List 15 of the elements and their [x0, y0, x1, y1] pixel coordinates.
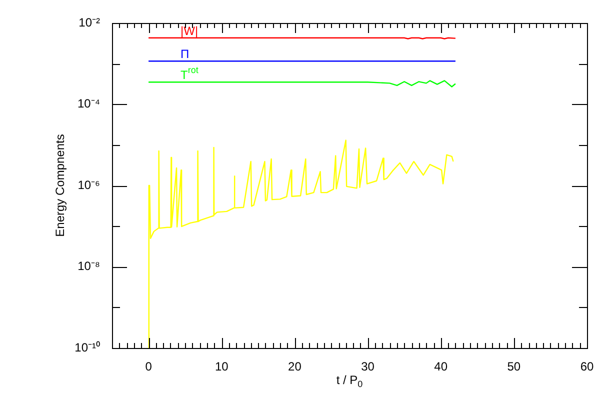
y-tick-label: 10⁻⁴	[77, 96, 100, 111]
x-tick-label: 20	[288, 360, 302, 374]
y-tick-label: 10⁻⁶	[78, 178, 100, 192]
y-tick-label: 10⁻²	[78, 15, 100, 30]
x-tick-label: 0	[145, 360, 152, 374]
x-tick-label: 30	[361, 360, 375, 374]
series-label: |W|	[180, 24, 198, 38]
y-tick-label: 10⁻⁸	[78, 259, 100, 274]
x-tick-label: 10	[214, 360, 229, 374]
x-tick-label: 50	[507, 360, 521, 374]
x-tick-label: 40	[434, 360, 448, 374]
x-tick-label: 60	[580, 360, 594, 374]
y-tick-label: 10⁻¹⁰	[74, 340, 100, 354]
y-axis-title: Energy Compnents	[53, 134, 67, 237]
series-label: Π	[180, 47, 190, 62]
